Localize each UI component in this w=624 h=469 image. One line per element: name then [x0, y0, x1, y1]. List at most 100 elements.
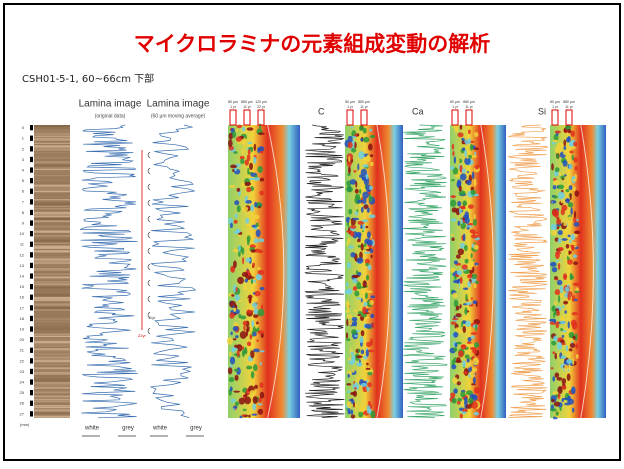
wavelet-blob — [557, 280, 563, 285]
wavelet-blob — [568, 321, 570, 329]
wavelet-blob — [362, 364, 368, 368]
core-stripe — [34, 339, 70, 340]
wavelet-blob — [574, 245, 577, 247]
wavelet-blob — [572, 358, 574, 365]
wavelet-blob — [474, 245, 479, 250]
wavelet-blob — [348, 374, 350, 378]
element-label: Ca — [412, 106, 424, 116]
wavelet-blob — [565, 198, 570, 203]
wavelet-blob — [230, 365, 233, 368]
wavelet-blob — [353, 170, 356, 172]
core-stripe — [34, 287, 70, 289]
wavelet-blob — [230, 165, 237, 169]
wavelet-blob — [558, 263, 560, 270]
wavelet-blob — [457, 381, 461, 385]
core-stripe — [34, 212, 70, 215]
wavelet-blob — [452, 151, 454, 156]
wavelet-blob — [363, 204, 368, 209]
wavelet-blob — [562, 378, 567, 384]
wavelet-blob — [565, 125, 572, 130]
wavelet-blob — [232, 131, 236, 138]
wavelet-blob — [473, 377, 476, 384]
core-stripe — [34, 297, 70, 300]
core-stripe — [34, 402, 70, 403]
wavelet-blob — [572, 186, 576, 191]
wavelet-blob — [566, 359, 572, 364]
wavelet-blob — [247, 342, 251, 347]
wavelet-blob — [363, 197, 367, 204]
wavelet-blob — [563, 273, 567, 280]
wavelet-blob — [256, 274, 262, 280]
scale-bar — [30, 305, 33, 310]
wavelet-blob — [466, 302, 472, 305]
core-stripe — [34, 133, 70, 135]
wavelet-blob — [455, 313, 461, 317]
core-stripe — [34, 399, 70, 400]
wavelet-blob — [464, 307, 467, 314]
wavelet-blob — [553, 185, 557, 189]
core-stripe — [34, 326, 70, 329]
wavelet-blob — [242, 346, 244, 350]
wavelet-blob — [569, 164, 573, 169]
wavelet-blob — [353, 321, 357, 327]
core-stripe — [34, 148, 70, 151]
wavelet-blob — [252, 263, 255, 267]
core-stripe — [34, 300, 70, 301]
wavelet-blob — [466, 225, 473, 227]
core-stripe — [34, 372, 70, 375]
wavelet-blob — [355, 403, 358, 410]
wavelet-blob — [245, 218, 249, 224]
wavelet-blob — [564, 174, 567, 176]
wavelet-blob — [346, 339, 350, 341]
wavelet-blob — [453, 348, 457, 352]
wavelet-blob — [563, 160, 568, 167]
wavelet-blob — [247, 318, 250, 320]
wavelet-blob — [550, 262, 557, 267]
wavelet-blob — [567, 129, 571, 133]
core-stripe — [34, 196, 70, 198]
wavelet-blob — [247, 127, 254, 130]
wavelet-blob — [251, 279, 253, 284]
core-stripe — [34, 155, 70, 156]
wavelet-blob — [474, 351, 477, 354]
wavelet-blob — [462, 147, 465, 151]
wavelet-blob — [567, 259, 573, 265]
wavelet-blob — [359, 336, 363, 343]
wavelet-blob — [240, 331, 247, 339]
wavelet-blob — [356, 270, 359, 274]
wavelet-blob — [258, 309, 265, 317]
wavelet-blob — [471, 383, 476, 385]
wavelet-blob — [246, 187, 251, 192]
wavelet-blob — [244, 182, 251, 186]
wavelet-label: 880 μm — [463, 100, 475, 104]
wavelet-blob — [551, 163, 554, 171]
wavelet-blob — [357, 239, 361, 242]
wavelet-blob — [557, 143, 564, 150]
wavelet-blob — [555, 353, 557, 359]
wavelet-blob — [362, 307, 366, 315]
wavelet-blob — [458, 350, 464, 357]
axis-label: white — [84, 426, 100, 432]
wavelet-blob — [350, 351, 353, 355]
wavelet-label: 80 μm — [228, 100, 238, 104]
wavelet-blob — [248, 142, 253, 144]
wavelet-blob — [559, 286, 563, 293]
scale-bar — [30, 411, 33, 416]
scale-bar — [30, 284, 33, 289]
wavelet-blob — [242, 350, 245, 358]
wavelet-blob — [369, 195, 373, 201]
wavelet-blob — [571, 386, 575, 394]
core-stripe — [34, 303, 70, 305]
core-stripe — [34, 240, 70, 243]
core-stripe — [34, 185, 70, 187]
wavelet-blob — [251, 320, 254, 327]
wavelet-blob — [258, 132, 265, 135]
scale-bar — [30, 390, 33, 395]
wavelet-blob — [560, 294, 564, 297]
wavelet-blob — [574, 231, 581, 234]
wavelet-blob — [346, 383, 351, 385]
depth-tick-label: 12 — [20, 252, 25, 257]
wavelet-blob — [457, 401, 461, 405]
wavelet-blob — [258, 270, 265, 275]
wavelet-blob — [361, 302, 364, 306]
